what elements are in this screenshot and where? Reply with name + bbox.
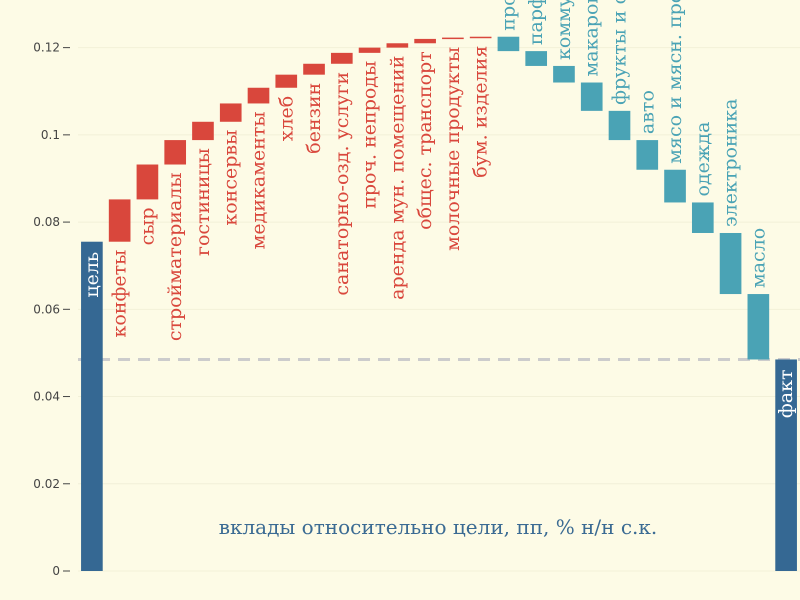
bar-9 [303, 63, 325, 75]
category-label: мясо и мясн. продукты [664, 0, 686, 164]
category-label: консервы [220, 130, 242, 226]
grid-layer [78, 47, 800, 572]
bar-20 [608, 110, 631, 141]
bar-layer [81, 36, 797, 571]
category-label: гостиницы [192, 148, 214, 256]
category-label: масло [747, 228, 769, 288]
y-tick-label: 0.04 [33, 390, 60, 404]
category-label: бензин [303, 83, 325, 154]
category-label: макароны и крупы [581, 0, 603, 77]
bar-14 [442, 37, 464, 40]
category-label: цель [81, 252, 103, 298]
bar-7 [247, 87, 270, 104]
bar-18 [553, 65, 575, 83]
category-label: факт [775, 369, 797, 418]
category-label: одежда [692, 122, 714, 197]
y-tick-label: 0.02 [33, 477, 60, 491]
category-label: молочные продукты [442, 47, 464, 251]
y-tick-label: 0.08 [33, 215, 60, 229]
bar-1 [81, 241, 103, 571]
bar-19 [580, 82, 603, 111]
bar-4 [164, 140, 187, 165]
bar-21 [636, 140, 659, 170]
y-tick-label: 0.1 [41, 128, 60, 142]
y-tick-label: 0.12 [33, 41, 60, 55]
bar-24 [719, 232, 742, 295]
category-label: сыр [136, 207, 158, 245]
category-label: хлеб [275, 96, 297, 141]
y-tick-label: 0.06 [33, 302, 60, 316]
category-label: коммунальные услуги [553, 0, 575, 60]
bar-17 [525, 51, 548, 66]
category-label: санаторно-озд. услуги [331, 72, 353, 296]
category-label: электроника [720, 99, 742, 227]
y-tick-label: 0 [52, 564, 60, 578]
bar-11 [358, 47, 381, 53]
bar-8 [275, 74, 298, 88]
bar-22 [664, 169, 686, 203]
category-label: стройматериалы [164, 173, 186, 342]
bar-26 [775, 359, 797, 571]
bar-25 [747, 294, 770, 360]
bar-13 [414, 38, 436, 44]
bar-2 [108, 199, 131, 242]
category-label: фрукты и овощи [609, 0, 631, 105]
category-label: конфеты [109, 250, 131, 338]
category-label: проч. проды [497, 0, 519, 31]
bar-15 [469, 36, 492, 39]
y-axis: 0 0.02 0.04 0.06 0.08 0.1 0.12 [33, 41, 70, 578]
category-label: медикаменты [248, 111, 270, 249]
category-label: бум. изделия [470, 46, 492, 178]
bar-10 [330, 52, 353, 64]
category-label: парфюмерия и косм. [525, 0, 547, 45]
bar-16 [497, 36, 520, 52]
bar-5 [192, 121, 214, 141]
category-label: авто [636, 90, 658, 134]
category-label: проч. непроды [359, 61, 381, 209]
category-label: аренда мун. помещений [386, 56, 408, 300]
bar-3 [136, 164, 159, 200]
bar-12 [386, 43, 409, 48]
bar-23 [691, 202, 714, 233]
annotation-text: вклады относительно цели, пп, % н/н с.к. [219, 515, 658, 539]
bar-6 [219, 103, 242, 122]
category-label: общес. транспорт [414, 51, 436, 230]
